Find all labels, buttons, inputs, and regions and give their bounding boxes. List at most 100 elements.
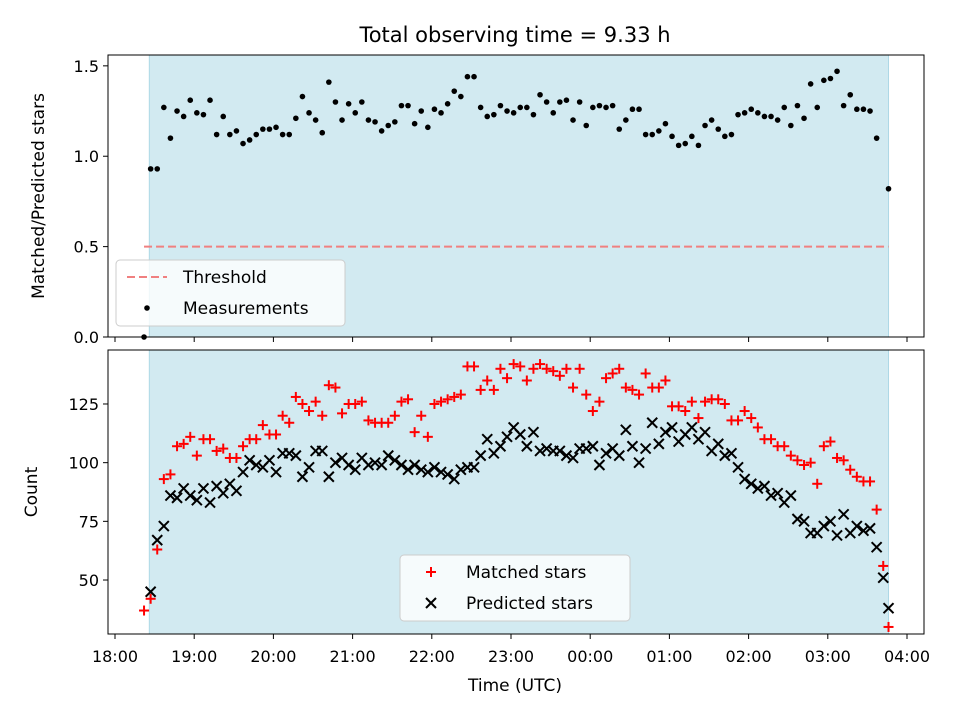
legend-measurements-swatch bbox=[144, 305, 150, 311]
predicted-star-point bbox=[501, 431, 513, 443]
predicted-star-point bbox=[593, 459, 606, 471]
predicted-star-point-b bbox=[719, 449, 731, 462]
measurement-point bbox=[484, 113, 491, 120]
predicted-star-point-b bbox=[837, 508, 850, 521]
predicted-star-point-b bbox=[415, 463, 427, 476]
predicted-star-point bbox=[197, 482, 210, 495]
measurement-point bbox=[147, 166, 154, 172]
predicted-star-point-b bbox=[560, 449, 573, 462]
predicted-star-point-b bbox=[144, 586, 157, 598]
predicted-star-point bbox=[395, 459, 408, 471]
predicted-star-point bbox=[738, 473, 751, 485]
count-y-axis: 50 75 100 125 bbox=[68, 395, 108, 590]
predicted-star-point bbox=[646, 417, 658, 429]
predicted-star-point bbox=[752, 482, 764, 495]
matched-star-point bbox=[277, 410, 288, 421]
measurement-point bbox=[207, 97, 213, 103]
measurement-point bbox=[524, 104, 530, 111]
y-tick-label: 0.0 bbox=[74, 328, 99, 347]
predicted-star-point-b bbox=[230, 485, 243, 497]
matched-star-point bbox=[614, 363, 625, 374]
matched-star-point bbox=[330, 382, 341, 393]
predicted-star-point bbox=[600, 447, 612, 459]
measurement-point bbox=[180, 113, 187, 120]
matched-star-point bbox=[416, 410, 427, 421]
matched-star-point bbox=[554, 370, 565, 381]
predicted-star-point bbox=[171, 492, 183, 504]
measurement-point bbox=[642, 131, 649, 138]
predicted-star-point bbox=[164, 489, 177, 502]
predicted-star-point-b bbox=[587, 440, 599, 452]
predicted-star-point-b bbox=[851, 520, 863, 532]
predicted-star-point-b bbox=[659, 426, 672, 438]
measurement-point bbox=[682, 140, 689, 147]
predicted-star-point-b bbox=[514, 428, 526, 441]
predicted-star-point bbox=[422, 466, 434, 478]
measurement-point bbox=[885, 185, 892, 192]
predicted-star-point-b bbox=[507, 421, 520, 434]
measurement-point bbox=[821, 77, 827, 84]
matched-star-point bbox=[389, 410, 400, 421]
predicted-star-point-b bbox=[455, 463, 467, 476]
matched-star-point bbox=[561, 363, 572, 374]
predicted-star-point-b bbox=[164, 489, 177, 502]
matched-star-point bbox=[620, 382, 631, 393]
matched-star-point bbox=[211, 445, 222, 456]
matched-star-point bbox=[310, 396, 321, 407]
predicted-star-point bbox=[448, 473, 460, 485]
ratio-x-axis-ticks bbox=[114, 337, 908, 342]
predicted-star-point bbox=[791, 513, 804, 525]
predicted-star-point-b bbox=[329, 456, 342, 469]
predicted-star-point-b bbox=[877, 571, 889, 584]
measurement-point bbox=[788, 122, 794, 129]
matched-star-point bbox=[172, 441, 183, 452]
measurement-point bbox=[167, 135, 174, 141]
predicted-star-point bbox=[870, 541, 883, 553]
matched-star-point bbox=[337, 408, 348, 419]
measurement-point bbox=[161, 104, 167, 111]
predicted-star-point-b bbox=[408, 459, 421, 471]
measurement-point bbox=[299, 93, 306, 100]
matched-star-point bbox=[825, 436, 836, 447]
predicted-star-point-b bbox=[356, 452, 368, 464]
predicted-star-point bbox=[560, 449, 573, 462]
measurement-point bbox=[629, 106, 636, 113]
measurement-point bbox=[266, 126, 273, 132]
predicted-star-point-b bbox=[593, 459, 606, 471]
measurement-point bbox=[405, 102, 411, 109]
predicted-star-point bbox=[316, 445, 328, 457]
matched-star-point bbox=[587, 406, 598, 417]
measurement-point bbox=[497, 102, 504, 109]
predicted-star-point bbox=[184, 489, 196, 502]
matched-star-point bbox=[145, 593, 156, 604]
matched-star-point bbox=[442, 394, 453, 405]
matched-star-point bbox=[653, 382, 664, 393]
predicted-star-point-b bbox=[171, 492, 183, 504]
predicted-star-point bbox=[204, 496, 216, 509]
matched-star-point bbox=[271, 429, 282, 440]
measurement-point bbox=[293, 115, 299, 122]
predicted-star-point bbox=[620, 424, 632, 436]
predicted-star-point-b bbox=[303, 461, 315, 474]
measurement-point bbox=[761, 113, 768, 120]
predicted-star-point bbox=[323, 471, 335, 483]
measurement-point bbox=[576, 99, 583, 105]
predicted-star-point-b bbox=[818, 520, 830, 532]
predicted-star-point bbox=[798, 515, 810, 528]
measurement-point bbox=[675, 142, 682, 149]
y-tick-label: 75 bbox=[79, 512, 99, 531]
matched-star-point bbox=[733, 415, 744, 426]
matched-star-point bbox=[746, 413, 757, 424]
measurement-point bbox=[444, 101, 451, 107]
matched-star-point bbox=[818, 441, 829, 452]
predicted-star-point-b bbox=[191, 494, 203, 506]
matched-star-point bbox=[436, 396, 447, 407]
predicted-star-point-b bbox=[250, 459, 262, 471]
predicted-star-point-b bbox=[197, 482, 210, 495]
predicted-star-point bbox=[771, 487, 784, 499]
matched-star-point bbox=[165, 469, 176, 480]
predicted-star-point bbox=[877, 571, 889, 584]
predicted-star-point-b bbox=[824, 515, 837, 528]
predicted-star-point bbox=[554, 445, 566, 457]
